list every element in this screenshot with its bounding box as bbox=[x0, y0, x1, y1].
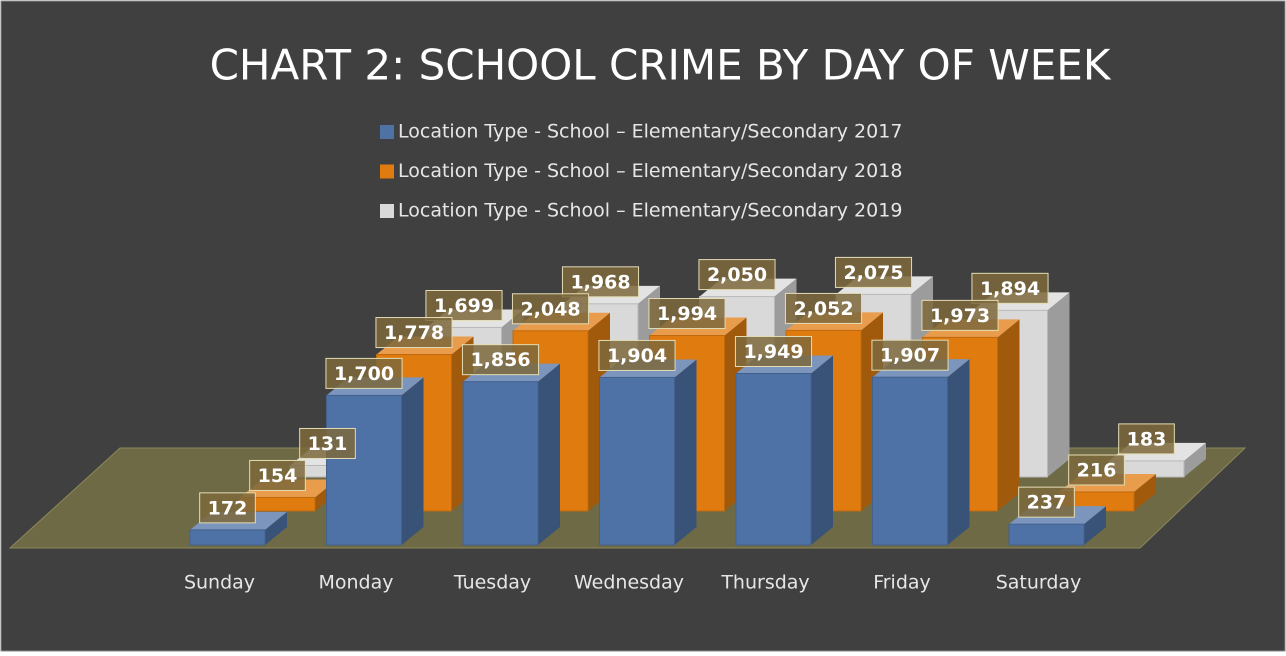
data-label-box bbox=[511, 293, 590, 325]
chart-title: CHART 2: SCHOOL CRIME BY DAY OF WEEK bbox=[210, 41, 1112, 90]
legend-marker bbox=[380, 125, 394, 139]
data-label-box bbox=[461, 344, 540, 376]
data-label-box bbox=[1068, 454, 1125, 486]
data-label: 216 bbox=[1077, 459, 1117, 481]
x-tick-label: Thursday bbox=[720, 572, 809, 594]
data-label: 154 bbox=[258, 465, 298, 487]
bar-side bbox=[947, 359, 970, 545]
data-label-box bbox=[834, 256, 913, 288]
legend-label: Location Type - School – Elementary/Seco… bbox=[398, 160, 902, 182]
data-label: 172 bbox=[208, 497, 248, 519]
data-label: 1,973 bbox=[930, 305, 990, 327]
x-tick-label: Friday bbox=[873, 572, 931, 594]
data-label-box bbox=[249, 459, 306, 491]
data-label: 1,700 bbox=[334, 363, 394, 385]
legend-marker bbox=[380, 204, 394, 218]
data-label: 1,904 bbox=[607, 345, 667, 367]
data-label-box bbox=[375, 317, 453, 349]
data-label: 2,048 bbox=[520, 298, 580, 320]
data-label: 237 bbox=[1027, 492, 1067, 514]
x-tick-label: Sunday bbox=[184, 572, 255, 594]
bar bbox=[872, 376, 948, 546]
data-label: 2,075 bbox=[843, 262, 903, 284]
data-label-box bbox=[648, 298, 726, 330]
bar bbox=[599, 376, 675, 546]
data-label-box bbox=[299, 427, 356, 459]
data-label: 2,050 bbox=[707, 264, 767, 286]
bar-side bbox=[811, 355, 833, 545]
bar bbox=[326, 394, 402, 546]
x-tick-label: Wednesday bbox=[574, 572, 684, 594]
data-label-box bbox=[1118, 423, 1175, 455]
data-label-box bbox=[598, 339, 676, 371]
data-label-box bbox=[1018, 486, 1075, 518]
legend-marker bbox=[380, 164, 394, 179]
data-label: 183 bbox=[1127, 428, 1167, 450]
bar-side bbox=[674, 359, 697, 545]
data-label-box bbox=[734, 335, 813, 367]
data-label-box bbox=[325, 357, 403, 389]
data-label-box bbox=[784, 292, 863, 324]
bar-side bbox=[1134, 473, 1156, 511]
x-tick-label: Monday bbox=[318, 572, 393, 594]
data-label: 1,894 bbox=[980, 278, 1040, 300]
data-label: 1,994 bbox=[657, 303, 717, 325]
bar-side bbox=[1184, 442, 1206, 477]
legend-label: Location Type - School – Elementary/Seco… bbox=[398, 121, 902, 143]
x-tick-label: Saturday bbox=[996, 572, 1082, 594]
data-label-box bbox=[425, 289, 503, 321]
data-label-box bbox=[921, 299, 999, 331]
data-label: 1,907 bbox=[880, 345, 940, 367]
bar-side bbox=[997, 319, 1020, 511]
bar bbox=[462, 381, 539, 546]
data-label: 1,968 bbox=[570, 271, 630, 293]
bar-side bbox=[401, 377, 424, 545]
data-label: 1,699 bbox=[434, 295, 494, 317]
bar bbox=[1008, 523, 1085, 546]
data-label: 1,949 bbox=[743, 341, 803, 363]
bar-side bbox=[1084, 506, 1106, 545]
bar-side bbox=[538, 363, 560, 545]
bar-side bbox=[265, 511, 287, 545]
bar bbox=[189, 529, 266, 546]
data-label: 1,856 bbox=[470, 349, 530, 371]
legend-label: Location Type - School – Elementary/Seco… bbox=[398, 200, 902, 222]
data-label-box bbox=[561, 266, 640, 298]
data-label-box bbox=[871, 339, 949, 371]
data-label-box bbox=[698, 259, 776, 291]
data-label-box bbox=[199, 492, 256, 524]
data-label: 2,052 bbox=[793, 298, 853, 320]
bar-side bbox=[1047, 292, 1070, 477]
data-label: 131 bbox=[308, 433, 348, 455]
data-label-box bbox=[971, 272, 1049, 304]
x-tick-label: Tuesday bbox=[453, 572, 531, 594]
data-label: 1,778 bbox=[384, 322, 444, 344]
bar bbox=[735, 372, 812, 546]
